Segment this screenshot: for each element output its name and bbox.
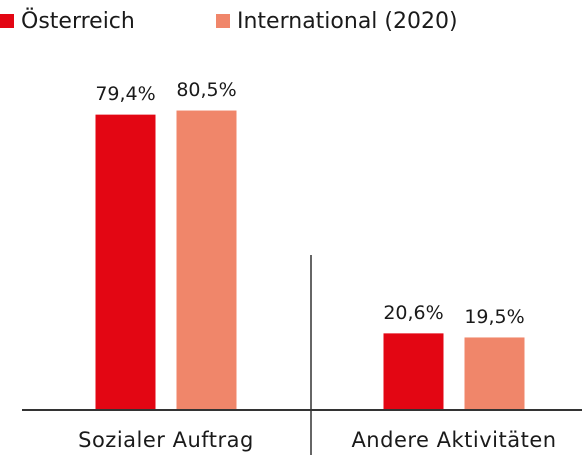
value-label: 19,5% bbox=[464, 306, 524, 328]
x-tick-label: Sozialer Auftrag bbox=[78, 428, 254, 452]
legend-label: Österreich bbox=[21, 8, 135, 34]
value-label: 20,6% bbox=[383, 302, 443, 324]
x-tick-label: Andere Aktivitäten bbox=[351, 428, 556, 452]
value-label: 79,4% bbox=[95, 83, 155, 105]
value-label: 80,5% bbox=[176, 79, 236, 101]
bar bbox=[383, 333, 444, 410]
bar bbox=[176, 110, 237, 410]
bar bbox=[464, 337, 525, 410]
legend-swatch bbox=[0, 14, 14, 28]
bar bbox=[95, 114, 156, 410]
legend-swatch bbox=[216, 14, 230, 28]
legend-label: International (2020) bbox=[237, 9, 458, 34]
